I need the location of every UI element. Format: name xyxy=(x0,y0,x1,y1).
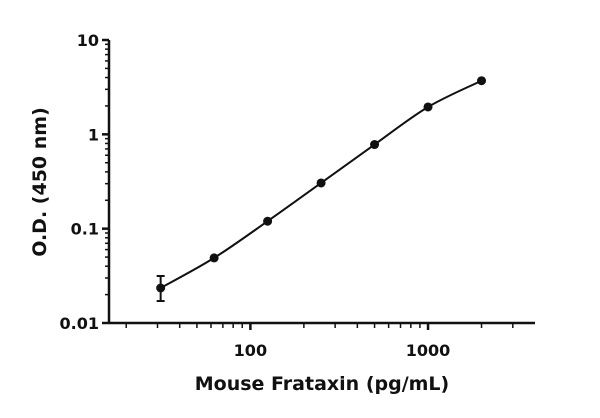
y-tick-label: 0.01 xyxy=(60,314,99,333)
data-point xyxy=(370,140,380,150)
x-axis-label: Mouse Frataxin (pg/mL) xyxy=(195,373,449,395)
x-tick-label: 100 xyxy=(234,341,267,360)
data-point xyxy=(423,102,433,112)
data-point xyxy=(477,76,487,86)
y-tick-label: 0.1 xyxy=(71,220,99,239)
x-tick-label: 1000 xyxy=(406,341,451,360)
y-tick-label: 10 xyxy=(77,31,99,50)
data-point xyxy=(209,253,219,263)
data-point xyxy=(316,178,326,188)
data-point xyxy=(156,283,166,293)
y-axis-label: O.D. (450 nm) xyxy=(29,107,51,257)
y-tick-label: 1 xyxy=(88,125,99,144)
data-point xyxy=(263,216,273,226)
